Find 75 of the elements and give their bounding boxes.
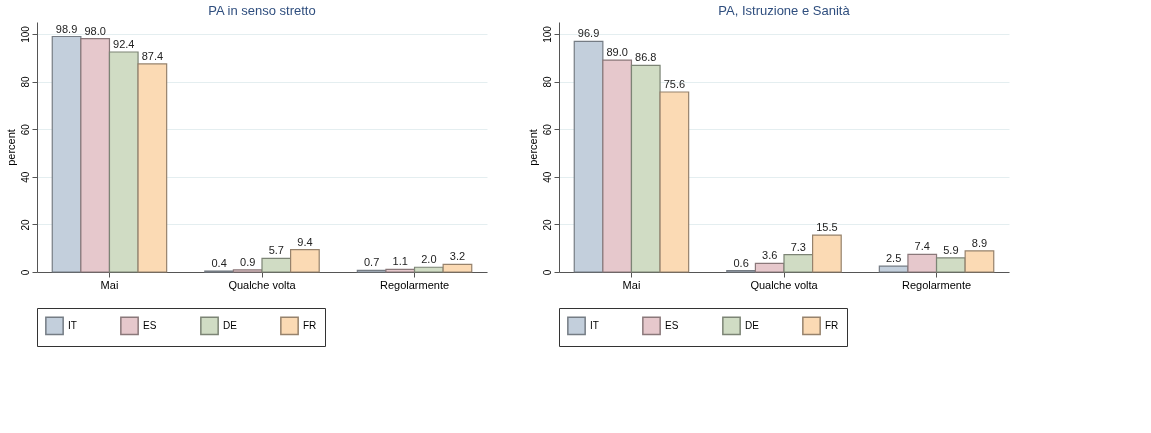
- bar: [935, 257, 966, 273]
- x-tick-label: Regolarmente: [380, 278, 450, 291]
- y-axis-title: percent: [4, 129, 17, 166]
- data-label: 92.4: [113, 38, 135, 50]
- data-label: 96.9: [577, 27, 600, 40]
- y-tick-label: 0: [19, 269, 31, 276]
- y-axis-title: percent: [526, 129, 539, 166]
- bar: [754, 262, 785, 273]
- legend-label: ES: [143, 319, 157, 331]
- bar: [630, 64, 661, 273]
- y-tick-label: 80: [541, 76, 553, 88]
- data-label: 7.3: [790, 240, 806, 253]
- x-tick-label: Qualche volta: [750, 278, 819, 291]
- data-label: 9.4: [297, 235, 313, 248]
- data-label: 89.0: [606, 46, 628, 59]
- bar: [261, 257, 292, 273]
- data-label: 8.9: [971, 236, 988, 249]
- y-tick-label: 100: [19, 25, 31, 43]
- bar: [232, 269, 263, 273]
- data-label: 1.1: [392, 255, 408, 268]
- y-tick-label: 0: [541, 269, 553, 276]
- y-tick-label: 20: [19, 218, 31, 231]
- x-tick-label: Mai: [622, 278, 641, 291]
- data-label: 2.5: [885, 252, 902, 265]
- bar: [413, 266, 444, 273]
- data-label: 3.2: [449, 250, 466, 263]
- bar: [385, 268, 416, 273]
- chart-title: PA in senso stretto: [208, 3, 316, 18]
- data-label: 5.9: [943, 243, 959, 256]
- legend-label: ES: [665, 319, 679, 331]
- bar: [290, 249, 320, 273]
- data-label: 7.4: [914, 240, 930, 253]
- data-label: 5.7: [268, 244, 284, 257]
- legend-label: FR: [303, 319, 317, 331]
- data-label: 15.5: [816, 221, 838, 234]
- x-tick-label: Qualche volta: [228, 278, 297, 291]
- data-label: 98.9: [55, 22, 78, 35]
- bar: [602, 59, 633, 273]
- y-tick-label: 80: [19, 76, 31, 88]
- bar: [108, 51, 139, 273]
- bar: [878, 265, 909, 273]
- y-tick-label: 60: [541, 123, 553, 136]
- data-label: 0.4: [211, 257, 227, 270]
- y-tick-label: 40: [541, 171, 553, 183]
- bar: [783, 254, 814, 273]
- bar: [442, 263, 473, 273]
- bar: [907, 253, 938, 273]
- bar: [80, 38, 111, 273]
- data-label: 98.0: [84, 24, 106, 37]
- bar: [964, 250, 995, 273]
- legend-label: IT: [590, 319, 599, 331]
- bar: [659, 91, 690, 273]
- data-label: 3.6: [762, 249, 778, 262]
- y-tick-label: 20: [541, 218, 553, 231]
- bar: [573, 40, 604, 273]
- bar: [137, 63, 168, 273]
- data-label: 0.6: [733, 256, 749, 269]
- data-label: 0.7: [363, 256, 380, 269]
- y-tick-label: 100: [541, 25, 553, 43]
- x-tick-label: Mai: [100, 278, 119, 291]
- y-tick-label: 60: [19, 123, 31, 136]
- bar: [51, 35, 82, 273]
- data-label: 0.9: [240, 255, 256, 268]
- data-label: 87.4: [141, 49, 164, 62]
- x-tick-label: Regolarmente: [902, 278, 972, 291]
- y-tick-label: 40: [19, 171, 31, 183]
- data-label: 2.0: [421, 253, 437, 266]
- legend-label: DE: [745, 319, 760, 331]
- data-label: 75.6: [663, 78, 686, 90]
- data-label: 86.8: [635, 51, 657, 64]
- legend-label: IT: [68, 319, 77, 331]
- chart-title: PA, Istruzione e Sanità: [718, 3, 851, 18]
- bar: [812, 234, 842, 273]
- legend-label: FR: [825, 319, 839, 331]
- legend-label: DE: [223, 319, 238, 331]
